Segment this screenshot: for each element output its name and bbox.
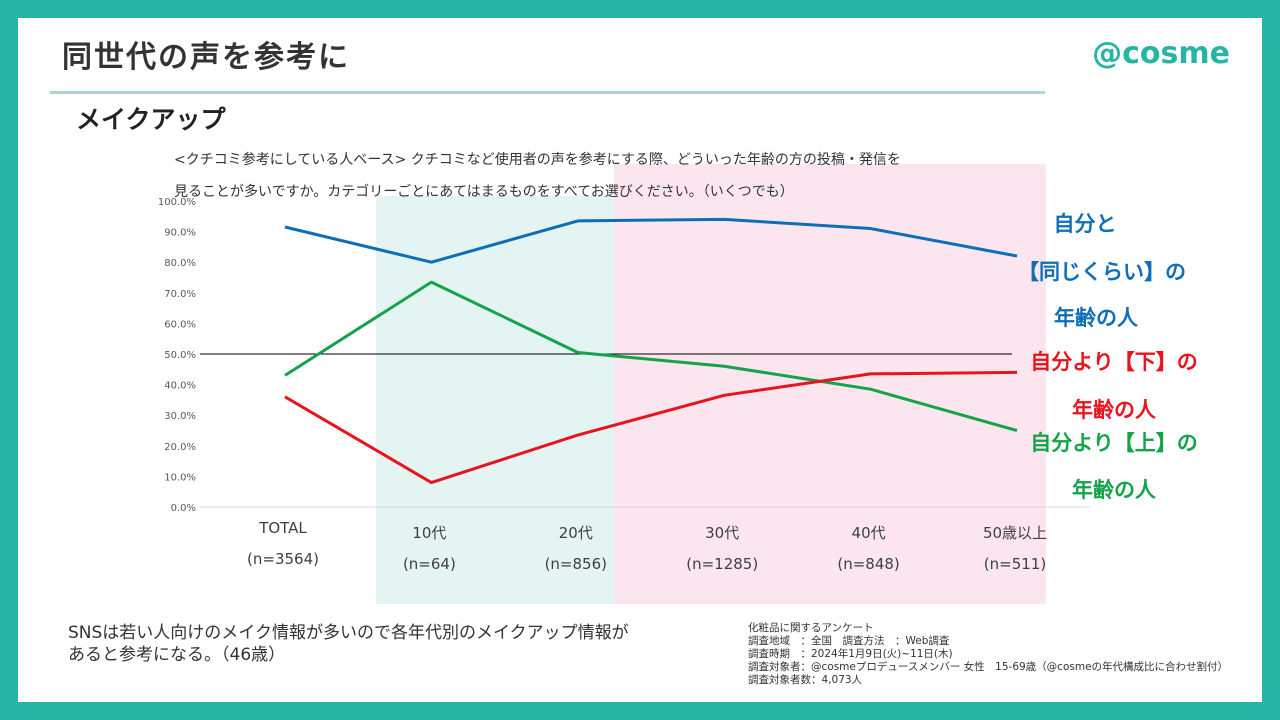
source-line-3: 調査時期 ：2024年1月9日(火)~11日(木) — [748, 648, 953, 660]
x-tick-sample-size: (n=848) — [837, 555, 899, 573]
cosme-logo: @cosme — [1092, 36, 1230, 71]
legend-same-line-1: 自分と — [1053, 212, 1117, 236]
x-tick-label: 50歳以上 — [983, 524, 1047, 542]
x-tick-sample-size: (n=1285) — [686, 555, 758, 573]
y-tick-label: 40.0% — [164, 381, 196, 392]
source-line-4: 調査対象者：@cosmeプロデュースメンバー 女性 15-69歳（@cosmeの… — [748, 661, 1229, 673]
series-line-same — [284, 217, 1018, 264]
y-tick-label: 30.0% — [164, 411, 196, 422]
legend-younger-line-1: 自分より【下】の — [1030, 350, 1198, 374]
source-line-2: 調査地域 ：全国 調査方法 ：Web調査 — [748, 635, 950, 647]
y-tick-label: 20.0% — [164, 442, 196, 453]
comment-line-1: SNSは若い人向けのメイク情報が多いので各年代別のメイクアップ情報が — [68, 623, 629, 643]
slide-canvas: 同世代の声を参考に @cosme メイクアップ <クチコミ参考にしている人ベース… — [18, 18, 1262, 702]
comment-line-2: あると参考になる。（46歳） — [68, 645, 286, 665]
x-tick-label: 30代 — [705, 524, 739, 542]
x-tick-label: 20代 — [559, 524, 593, 542]
x-tick-sample-size: (n=3564) — [247, 550, 319, 568]
page-title: 同世代の声を参考に — [62, 40, 350, 75]
x-tick-label: TOTAL — [258, 519, 307, 537]
question-line-2: 見ることが多いですか。カテゴリーごとにあてはまるものをすべてお選びください。（い… — [174, 184, 794, 200]
source-line-5: 調査対象者数：4,073人 — [748, 674, 863, 686]
question-line-1: <クチコミ参考にしている人ベース> クチコミなど使用者の声を参考にする際、どうい… — [174, 152, 901, 168]
y-tick-label: 70.0% — [164, 289, 196, 300]
x-tick-sample-size: (n=856) — [545, 555, 607, 573]
y-tick-label: 90.0% — [164, 228, 196, 239]
y-tick-label: 10.0% — [164, 472, 196, 483]
survey-question: <クチコミ参考にしている人ベース> クチコミなど使用者の声を参考にする際、どうい… — [174, 144, 1044, 208]
y-tick-label: 60.0% — [164, 319, 196, 330]
x-tick-sample-size: (n=511) — [984, 555, 1046, 573]
teal-highlight-band — [376, 196, 614, 604]
series-line-older — [284, 280, 1018, 432]
legend-same-line-2: 【同じくらい】の — [1018, 260, 1186, 284]
x-tick-label: 10代 — [412, 524, 446, 542]
y-tick-label: 80.0% — [164, 258, 196, 269]
source-line-1: 化粧品に関するアンケート — [748, 622, 874, 634]
y-tick-label: 100.0% — [158, 197, 196, 208]
legend-younger-line-2: 年齢の人 — [1072, 398, 1156, 422]
series-line-younger — [284, 370, 1018, 485]
x-tick-label: 40代 — [852, 524, 886, 542]
legend-same-line-3: 年齢の人 — [1054, 306, 1138, 330]
survey-source: 化粧品に関するアンケート 調査地域 ：全国 調査方法 ：Web調査 調査時期 ：… — [748, 622, 1228, 687]
section-title: メイクアップ — [76, 105, 226, 134]
legend-older-line-1: 自分より【上】の — [1030, 431, 1198, 455]
x-tick-sample-size: (n=64) — [403, 555, 456, 573]
y-tick-label: 50.0% — [164, 350, 196, 361]
respondent-comment: SNSは若い人向けのメイク情報が多いので各年代別のメイクアップ情報が あると参考… — [68, 622, 629, 666]
y-tick-label: 0.0% — [171, 503, 196, 514]
legend-older-line-2: 年齢の人 — [1072, 478, 1156, 502]
title-divider — [50, 91, 1045, 94]
